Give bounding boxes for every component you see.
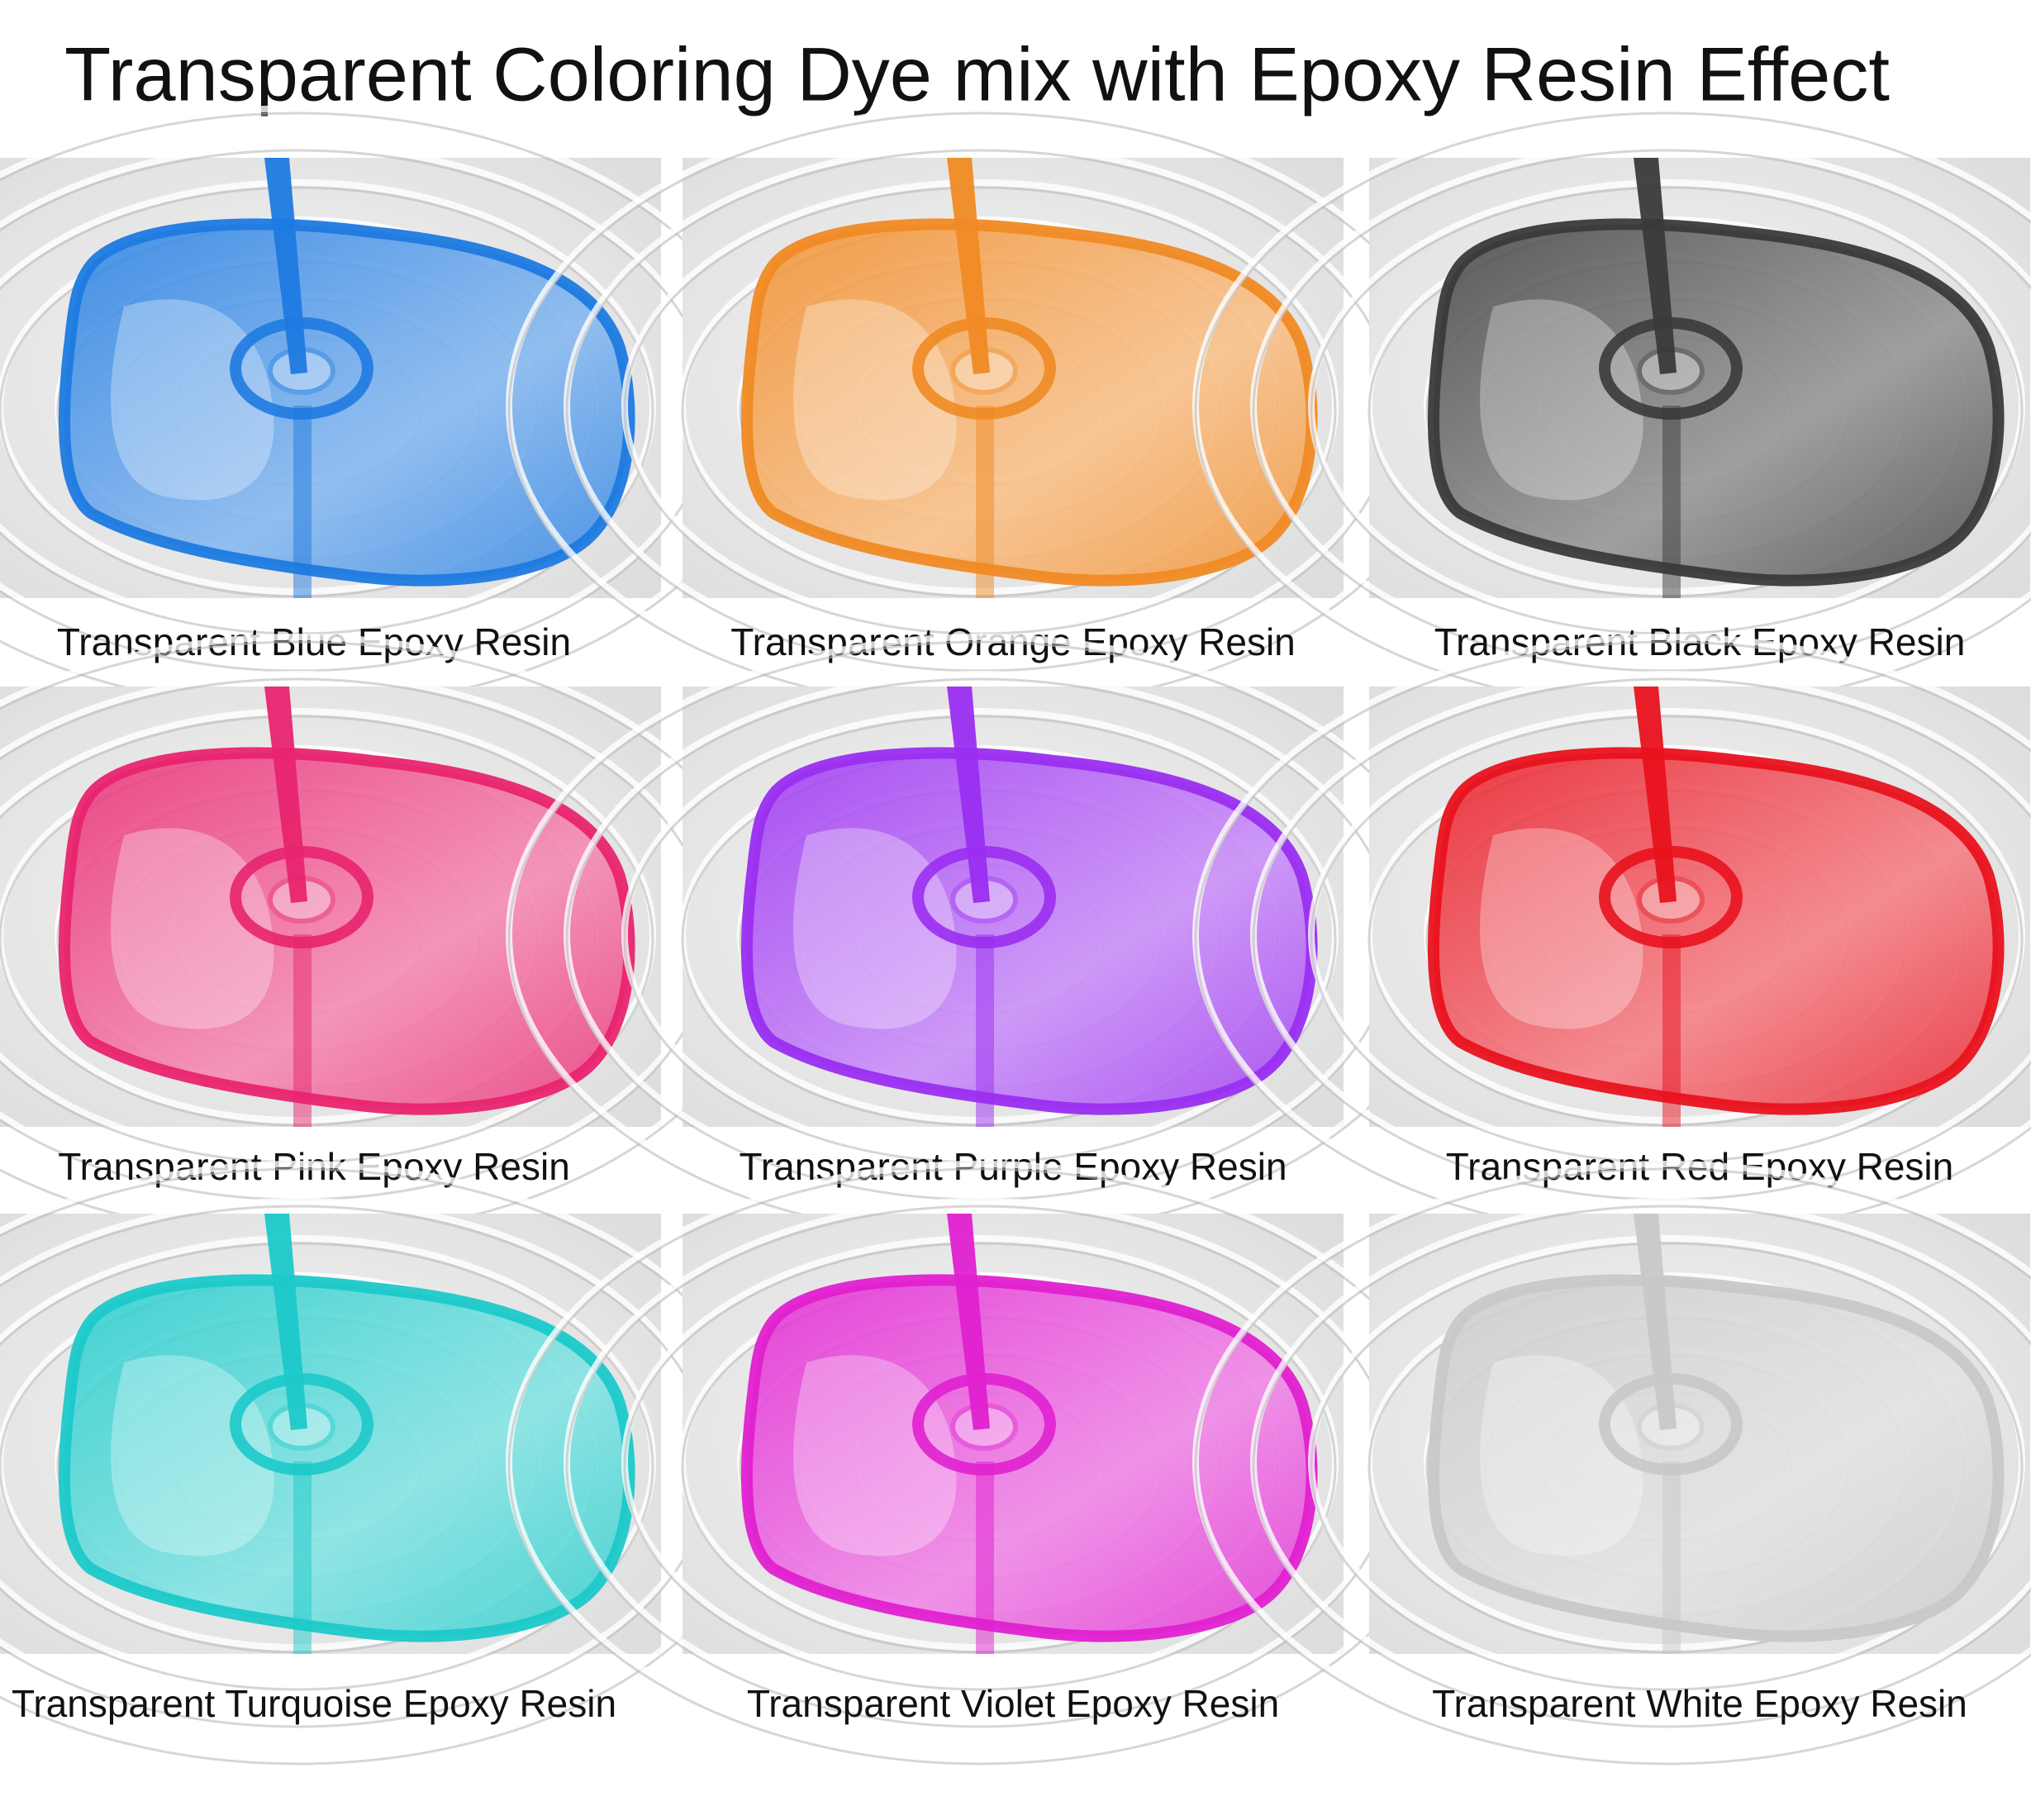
resin-rim — [740, 1274, 1318, 1642]
resin-tile — [1192, 1161, 2031, 1765]
resin-rim — [58, 218, 635, 587]
pour-stream — [947, 687, 990, 903]
pour-stream — [947, 158, 990, 374]
resin-tile — [506, 634, 1454, 1238]
resin-tile — [1192, 634, 2031, 1238]
ripple-shadow — [1310, 186, 2024, 635]
resin-rim — [740, 218, 1318, 587]
resin-rim — [1427, 218, 2005, 587]
ripple-shadow — [1252, 1205, 2031, 1728]
resin-rim — [1427, 747, 2005, 1115]
pour-reflection — [293, 1461, 312, 1654]
resin-rim — [1427, 1274, 2005, 1642]
ripple-shadow — [0, 1242, 654, 1691]
ripple-shadow — [1194, 1167, 2031, 1765]
tile-label: Transparent Violet Epoxy Resin — [747, 1682, 1279, 1725]
pour-reflection — [976, 934, 994, 1127]
pour-reflection — [1662, 1461, 1681, 1654]
pour-stream — [264, 1214, 307, 1430]
resin-rim — [58, 1274, 635, 1642]
resin-tile — [1192, 105, 2031, 710]
pour-stream — [1634, 1214, 1677, 1430]
pour-stream — [1634, 158, 1677, 374]
resin-rim — [740, 747, 1318, 1115]
tile-grid: Transparent Blue Epoxy Resin Transparent … — [0, 105, 2031, 1765]
ripple-shadow — [623, 186, 1337, 635]
resin-tile — [506, 1161, 1454, 1765]
page-title: Transparent Coloring Dye mix with Epoxy … — [64, 32, 1890, 116]
pour-reflection — [976, 406, 994, 598]
ripple-shadow — [1252, 149, 2031, 672]
pour-stream — [264, 687, 307, 903]
pour-reflection — [1662, 406, 1681, 598]
tile-label: Transparent White Epoxy Resin — [1432, 1682, 1967, 1725]
pour-stream — [264, 158, 307, 374]
pour-stream — [947, 1214, 990, 1430]
resin-tile — [0, 105, 772, 710]
ripple-shadow — [623, 1242, 1337, 1691]
ripple-shadow — [1310, 1242, 2024, 1691]
pour-reflection — [976, 1461, 994, 1654]
resin-rim — [58, 747, 635, 1115]
pour-stream — [1634, 687, 1677, 903]
ripple-shadow — [0, 186, 654, 635]
pour-reflection — [293, 934, 312, 1127]
tile-label: Transparent Turquoise Epoxy Resin — [12, 1682, 616, 1725]
pour-reflection — [1662, 934, 1681, 1127]
pour-reflection — [293, 406, 312, 598]
